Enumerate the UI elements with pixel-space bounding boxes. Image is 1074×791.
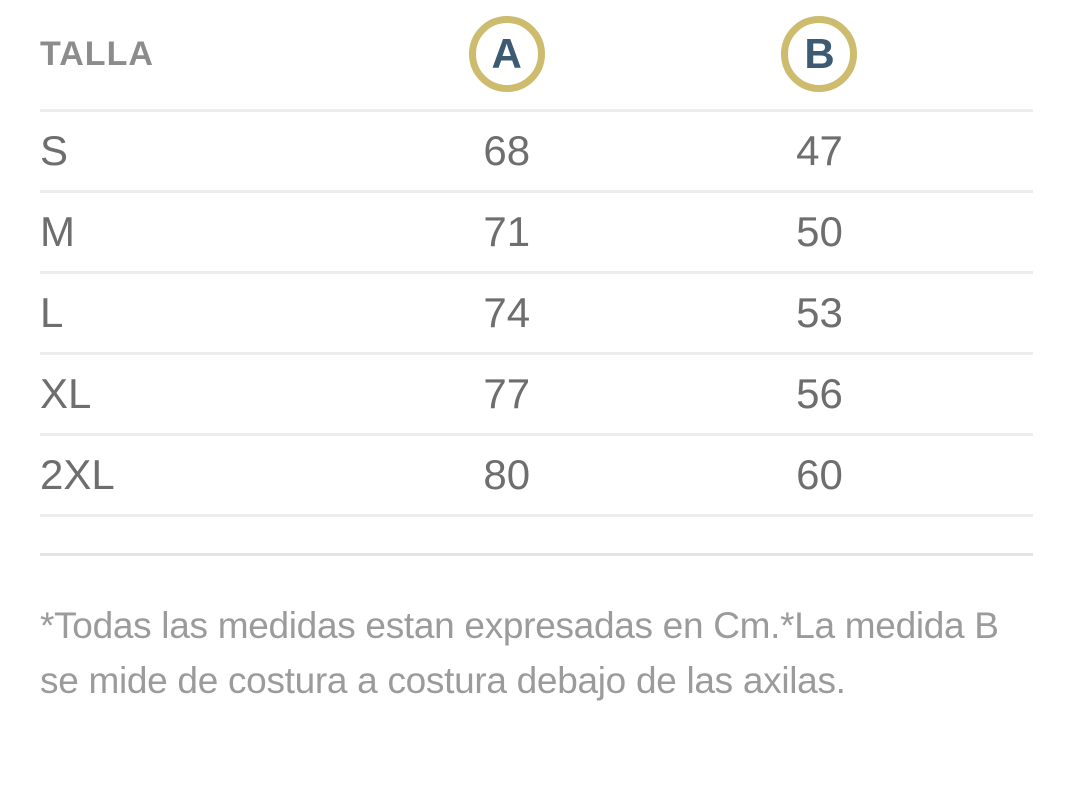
row-spacer bbox=[973, 191, 1033, 274]
measure-a-value: 77 bbox=[347, 353, 666, 436]
measure-b-value: 50 bbox=[665, 191, 974, 274]
measurement-footnote: *Todas las medidas estan expresadas en C… bbox=[40, 598, 1033, 708]
size-label: M bbox=[40, 191, 348, 274]
measure-a-label: A bbox=[491, 30, 522, 78]
measure-a-value: 68 bbox=[347, 110, 666, 193]
header-spacer bbox=[973, 0, 1033, 112]
size-chart-section: TALLA A B S 68 47 M 71 50 bbox=[40, 0, 1033, 708]
table-row-l: L 74 53 bbox=[40, 272, 1033, 355]
row-spacer bbox=[973, 434, 1033, 517]
table-row-xl: XL 77 56 bbox=[40, 353, 1033, 436]
size-label: XL bbox=[40, 353, 348, 436]
size-chart-table: TALLA A B S 68 47 M 71 50 bbox=[40, 0, 1033, 556]
column-header-b: B bbox=[665, 0, 974, 112]
measure-a-value: 71 bbox=[347, 191, 666, 274]
row-spacer bbox=[973, 110, 1033, 193]
measure-b-label: B bbox=[804, 30, 835, 78]
table-row-m: M 71 50 bbox=[40, 191, 1033, 274]
measure-b-value: 56 bbox=[665, 353, 974, 436]
size-label: S bbox=[40, 110, 348, 193]
header-row: TALLA A B bbox=[40, 0, 1033, 112]
table-row-s: S 68 47 bbox=[40, 110, 1033, 193]
empty-row bbox=[40, 515, 1033, 556]
size-label: L bbox=[40, 272, 348, 355]
row-spacer bbox=[973, 272, 1033, 355]
footnote-line-2: se mide de costura a costura debajo de l… bbox=[40, 659, 846, 701]
measure-b-value: 53 bbox=[665, 272, 974, 355]
row-spacer bbox=[973, 353, 1033, 436]
footnote-line-1: *Todas las medidas estan expresadas en C… bbox=[40, 604, 999, 646]
measure-a-badge: A bbox=[468, 16, 545, 93]
measure-b-value: 47 bbox=[665, 110, 974, 193]
measure-a-value: 74 bbox=[347, 272, 666, 355]
measure-b-badge: B bbox=[781, 16, 858, 93]
column-header-a: A bbox=[347, 0, 666, 112]
column-header-talla: TALLA bbox=[40, 0, 348, 112]
table-row-2xl: 2XL 80 60 bbox=[40, 434, 1033, 517]
measure-b-value: 60 bbox=[665, 434, 974, 517]
measure-a-value: 80 bbox=[347, 434, 666, 517]
size-label: 2XL bbox=[40, 434, 348, 517]
